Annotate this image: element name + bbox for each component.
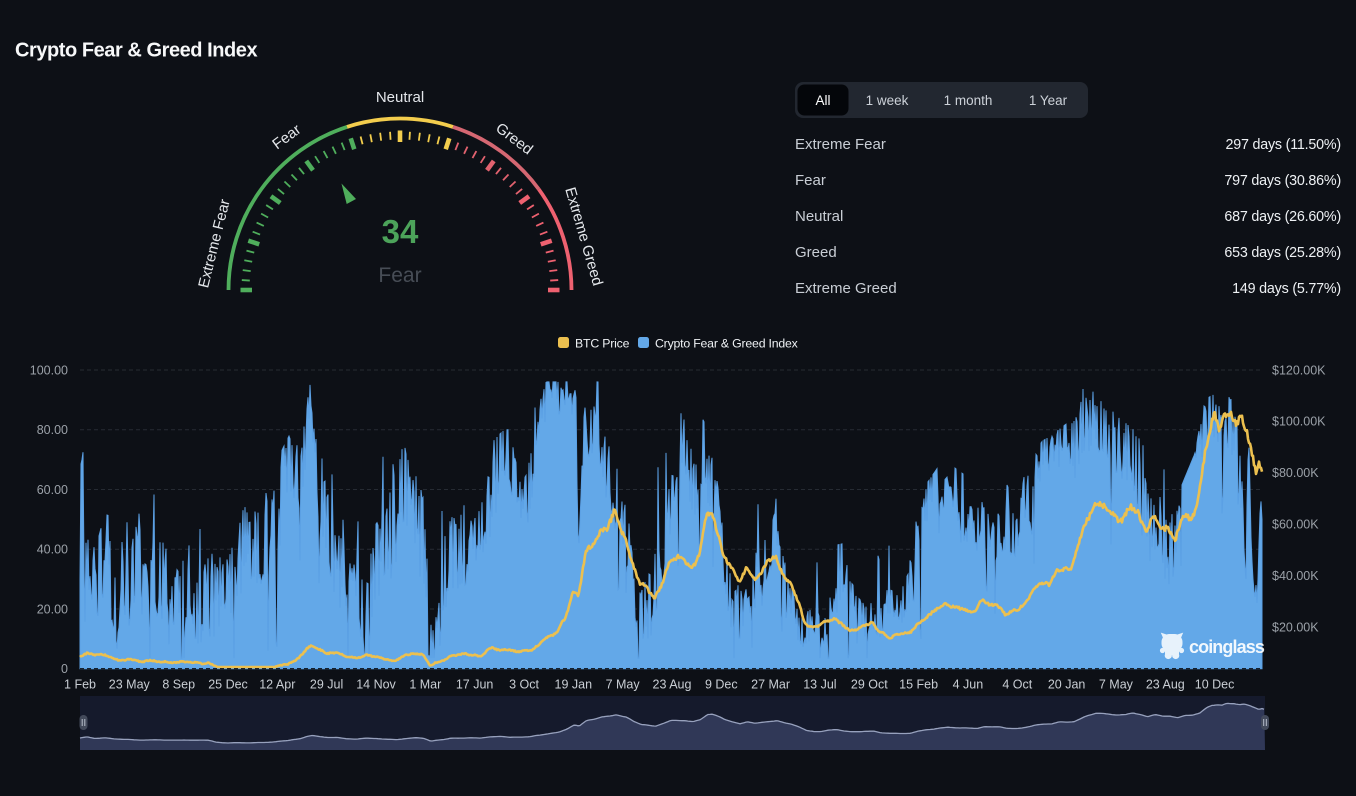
svg-text:1 Mar: 1 Mar: [409, 678, 441, 692]
svg-text:1 month: 1 month: [944, 93, 993, 108]
svg-text:Neutral: Neutral: [795, 208, 843, 225]
svg-text:34: 34: [382, 213, 419, 250]
svg-text:29 Oct: 29 Oct: [851, 678, 888, 692]
svg-text:Fear: Fear: [378, 264, 421, 287]
svg-text:27 Mar: 27 Mar: [751, 678, 790, 692]
svg-text:$80.00K: $80.00K: [1272, 466, 1319, 480]
svg-text:149 days (5.77%): 149 days (5.77%): [1232, 281, 1341, 297]
svg-text:17 Jun: 17 Jun: [456, 678, 494, 692]
svg-text:Greed: Greed: [795, 244, 837, 261]
svg-text:40.00: 40.00: [37, 543, 68, 557]
svg-text:4 Oct: 4 Oct: [1002, 678, 1032, 692]
svg-text:$100.00K: $100.00K: [1272, 415, 1326, 429]
svg-text:Crypto Fear & Greed Index: Crypto Fear & Greed Index: [655, 337, 799, 351]
svg-text:60.00: 60.00: [37, 483, 68, 497]
svg-text:100.00: 100.00: [30, 363, 68, 377]
svg-text:$60.00K: $60.00K: [1272, 518, 1319, 532]
svg-text:$40.00K: $40.00K: [1272, 569, 1319, 583]
svg-text:coinglass: coinglass: [1189, 637, 1265, 657]
svg-text:19 Jan: 19 Jan: [555, 678, 593, 692]
svg-text:20.00: 20.00: [37, 602, 68, 616]
svg-text:297 days (11.50%): 297 days (11.50%): [1225, 137, 1341, 153]
svg-text:1 Year: 1 Year: [1029, 93, 1068, 108]
svg-text:All: All: [815, 93, 830, 108]
svg-text:Extreme Greed: Extreme Greed: [795, 280, 897, 297]
svg-text:Crypto Fear & Greed Index: Crypto Fear & Greed Index: [15, 40, 257, 62]
svg-text:7 May: 7 May: [1099, 678, 1134, 692]
svg-text:23 May: 23 May: [109, 678, 151, 692]
svg-text:25 Dec: 25 Dec: [208, 678, 248, 692]
svg-text:15 Feb: 15 Feb: [899, 678, 938, 692]
svg-text:7 May: 7 May: [606, 678, 641, 692]
svg-text:10 Dec: 10 Dec: [1195, 678, 1235, 692]
svg-text:687 days (26.60%): 687 days (26.60%): [1224, 209, 1341, 225]
svg-text:12 Apr: 12 Apr: [259, 678, 295, 692]
svg-text:3 Oct: 3 Oct: [509, 678, 539, 692]
svg-text:8 Sep: 8 Sep: [162, 678, 195, 692]
svg-text:23 Aug: 23 Aug: [653, 678, 692, 692]
svg-text:80.00: 80.00: [37, 423, 68, 437]
svg-text:BTC Price: BTC Price: [575, 337, 630, 351]
svg-text:23 Aug: 23 Aug: [1146, 678, 1185, 692]
svg-text:13 Jul: 13 Jul: [803, 678, 836, 692]
svg-text:797 days (30.86%): 797 days (30.86%): [1224, 173, 1341, 189]
svg-text:9 Dec: 9 Dec: [705, 678, 738, 692]
svg-text:Neutral: Neutral: [376, 89, 424, 106]
svg-text:4 Jun: 4 Jun: [953, 678, 984, 692]
svg-text:Fear: Fear: [795, 172, 826, 189]
svg-text:1 Feb: 1 Feb: [64, 678, 96, 692]
svg-text:14 Nov: 14 Nov: [356, 678, 396, 692]
svg-text:$20.00K: $20.00K: [1272, 620, 1319, 634]
svg-text:Extreme Fear: Extreme Fear: [795, 136, 886, 153]
svg-text:$120.00K: $120.00K: [1272, 363, 1326, 377]
svg-text:0: 0: [61, 662, 68, 676]
svg-text:653 days (25.28%): 653 days (25.28%): [1224, 245, 1341, 261]
svg-text:1 week: 1 week: [866, 93, 909, 108]
svg-text:20 Jan: 20 Jan: [1048, 678, 1086, 692]
svg-text:29 Jul: 29 Jul: [310, 678, 343, 692]
